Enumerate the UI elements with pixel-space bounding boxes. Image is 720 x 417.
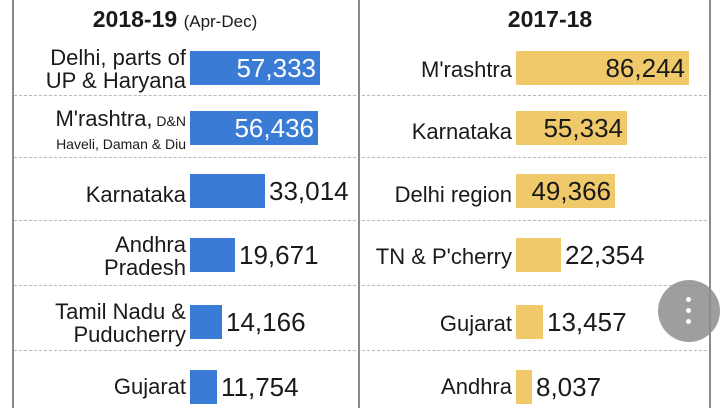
- category-label-line: Andhra: [115, 232, 186, 257]
- row-separator: [14, 220, 356, 221]
- category-label: TN & P'cherry: [322, 225, 512, 287]
- data-label: 57,333: [236, 53, 316, 83]
- category-label: Andhra Pradesh: [0, 225, 186, 287]
- data-label: 11,754: [221, 372, 299, 402]
- row-separator: [14, 157, 356, 158]
- bar: [190, 238, 235, 272]
- left-title: 2018-19: [92, 6, 178, 32]
- category-label-line: Delhi, parts of: [50, 45, 186, 70]
- row-separator: [14, 350, 356, 351]
- left-panel-title: 2018-19 (Apr-Dec): [60, 6, 290, 32]
- data-label: 56,436: [234, 113, 314, 143]
- category-label: Andhra: [322, 355, 512, 417]
- row-separator: [362, 95, 707, 96]
- bar: [190, 51, 320, 85]
- left-border: [12, 0, 14, 408]
- bar: [516, 111, 627, 145]
- category-label-line: Puducherry: [73, 322, 186, 347]
- category-label-line: M'rashtra: [421, 56, 512, 82]
- category-label-line: M'rashtra, D&N: [55, 105, 186, 131]
- category-label-line: Haveli, Daman & Diu: [56, 135, 186, 152]
- category-label-line: Karnataka: [411, 118, 512, 144]
- right-title: 2017-18: [507, 6, 593, 32]
- bar: [190, 305, 222, 339]
- center-divider: [358, 0, 360, 408]
- data-label: 86,244: [605, 53, 685, 83]
- category-label: Delhi region: [322, 163, 512, 225]
- category-label: M'rashtra, D&N Haveli, Daman & Diu: [0, 100, 186, 162]
- category-label: Tamil Nadu & Puducherry: [0, 292, 186, 354]
- bar: [190, 370, 217, 404]
- category-label-suffix: D&N: [152, 112, 186, 129]
- category-label-line: Gujarat: [113, 373, 186, 399]
- data-label: 55,334: [543, 113, 623, 143]
- bar: [516, 174, 615, 208]
- category-label-line: Pradesh: [104, 255, 186, 280]
- row-separator: [14, 95, 356, 96]
- chart-stage: 2018-19 (Apr-Dec) 2017-18 Delhi, parts o…: [0, 0, 720, 408]
- bar: [516, 51, 689, 85]
- category-label: Gujarat: [322, 292, 512, 354]
- category-label-line: Delhi region: [394, 181, 512, 207]
- bar: [516, 238, 561, 272]
- data-label: 49,366: [531, 176, 611, 206]
- data-label: 19,671: [239, 240, 319, 270]
- row-separator: [362, 157, 707, 158]
- row-separator: [362, 285, 707, 286]
- category-label: Gujarat: [0, 355, 186, 417]
- category-label-line: Tamil Nadu &: [55, 299, 186, 324]
- row-separator: [362, 350, 707, 351]
- data-label: 14,166: [226, 307, 306, 337]
- left-subtitle: (Apr-Dec): [183, 12, 258, 31]
- bar: [190, 111, 318, 145]
- category-label: Karnataka: [0, 163, 186, 225]
- category-label-line: UP & Haryana: [45, 68, 186, 93]
- category-label-line: Gujarat: [439, 310, 512, 336]
- data-label: 22,354: [565, 240, 645, 270]
- bar: [516, 305, 543, 339]
- data-label: 13,457: [547, 307, 627, 337]
- category-label-line: Andhra: [441, 373, 512, 399]
- overlay-menu-button[interactable]: [658, 280, 720, 342]
- category-label: M'rashtra: [322, 38, 512, 100]
- row-separator: [362, 220, 707, 221]
- right-border: [709, 0, 711, 408]
- data-label: 33,014: [269, 176, 349, 206]
- row-separator: [14, 285, 356, 286]
- category-label: Karnataka: [322, 100, 512, 162]
- category-label-line: TN & P'cherry: [375, 243, 512, 269]
- data-label: 8,037: [536, 372, 602, 402]
- category-label: Delhi, parts of UP & Haryana: [0, 38, 186, 100]
- bar: [516, 370, 532, 404]
- bar: [190, 174, 265, 208]
- category-label-line: Karnataka: [85, 181, 186, 207]
- right-panel-title: 2017-18: [470, 6, 630, 32]
